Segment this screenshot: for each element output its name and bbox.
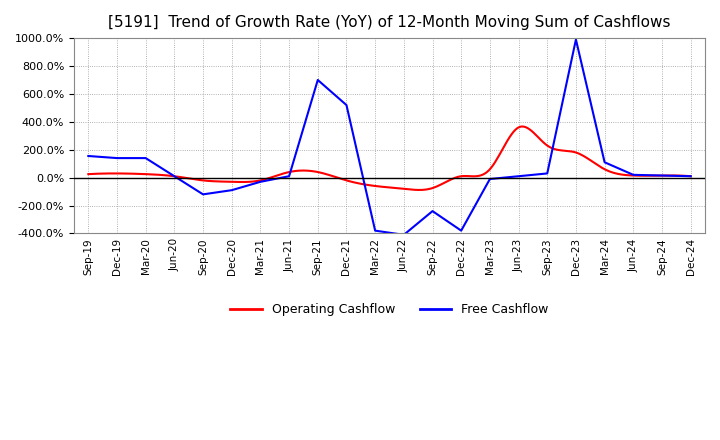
- Free Cashflow: [228, 187, 236, 193]
- Free Cashflow: [514, 174, 523, 179]
- Operating Cashflow: [595, 164, 604, 169]
- Free Cashflow: [371, 228, 379, 233]
- Free Cashflow: [84, 154, 93, 159]
- Line: Free Cashflow: Free Cashflow: [89, 40, 690, 235]
- Free Cashflow: [285, 174, 294, 179]
- Free Cashflow: [428, 209, 437, 214]
- Line: Operating Cashflow: Operating Cashflow: [89, 127, 690, 190]
- Free Cashflow: [256, 179, 265, 184]
- Legend: Operating Cashflow, Free Cashflow: Operating Cashflow, Free Cashflow: [225, 298, 554, 321]
- Operating Cashflow: [686, 174, 695, 179]
- Free Cashflow: [457, 228, 466, 233]
- Free Cashflow: [199, 192, 207, 197]
- Operating Cashflow: [454, 174, 463, 179]
- Free Cashflow: [657, 173, 666, 178]
- Operating Cashflow: [517, 124, 526, 129]
- Operating Cashflow: [84, 172, 93, 177]
- Operating Cashflow: [443, 179, 451, 184]
- Free Cashflow: [543, 171, 552, 176]
- Free Cashflow: [170, 174, 179, 179]
- Free Cashflow: [342, 103, 351, 108]
- Free Cashflow: [112, 155, 121, 161]
- Free Cashflow: [141, 155, 150, 161]
- Operating Cashflow: [86, 172, 94, 177]
- Operating Cashflow: [444, 178, 453, 183]
- Free Cashflow: [572, 37, 580, 42]
- Free Cashflow: [485, 176, 494, 182]
- Title: [5191]  Trend of Growth Rate (YoY) of 12-Month Moving Sum of Cashflows: [5191] Trend of Growth Rate (YoY) of 12-…: [108, 15, 671, 30]
- Operating Cashflow: [415, 187, 423, 193]
- Operating Cashflow: [634, 173, 643, 178]
- Free Cashflow: [600, 160, 609, 165]
- Free Cashflow: [400, 232, 408, 238]
- Free Cashflow: [686, 174, 695, 179]
- Free Cashflow: [629, 172, 638, 177]
- Free Cashflow: [313, 77, 322, 83]
